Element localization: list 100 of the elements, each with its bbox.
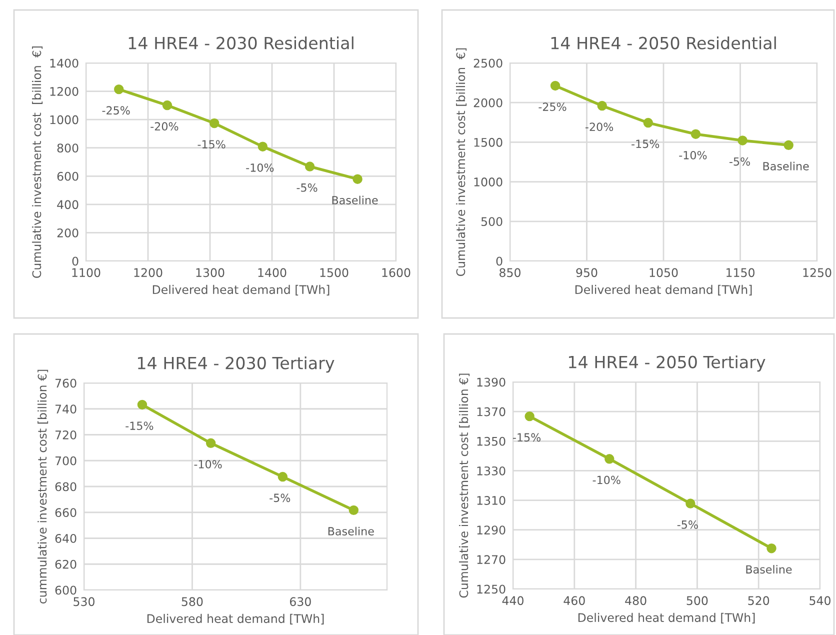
x-tick-label: 1400: [258, 268, 286, 278]
y-tick-label: 600: [55, 586, 76, 595]
y-tick-label: 640: [55, 534, 76, 543]
y-tick-label: 620: [55, 560, 76, 569]
x-axis-title: Delivered heat demand [TWh]: [147, 614, 324, 624]
point: [766, 543, 776, 554]
x-tick-label: 500: [686, 596, 708, 606]
y-tick-label: 800: [57, 144, 78, 153]
y-axis-title: Cumulative investment cost [billion €]: [459, 374, 470, 598]
y-tick-label: 1310: [477, 496, 506, 505]
point: [209, 118, 220, 128]
y-tick-label: 2000: [474, 98, 502, 108]
x-tick-label: 1150: [726, 268, 754, 278]
x-axis-title: Delivered heat demand [TWh]: [578, 612, 755, 624]
y-tick-label: 1370: [477, 407, 506, 416]
x-tick-label: 520: [748, 596, 770, 606]
chart-title: 14 HRE4 - 2050 Residential: [551, 36, 776, 50]
point: [690, 129, 701, 139]
point: [686, 498, 696, 508]
point: [604, 454, 614, 464]
y-axis-title: Cumulative investment cost [billion €]: [32, 46, 43, 278]
x-tick-label: 1100: [72, 268, 100, 278]
annotation: -10%: [679, 150, 707, 160]
y-tick-label: 2500: [474, 58, 502, 68]
y-tick-label: 1390: [477, 378, 506, 387]
annotation: -5%: [677, 520, 698, 529]
y-tick-label: 1250: [477, 584, 506, 594]
annotation: -5%: [296, 183, 318, 192]
y-tick-label: 740: [55, 404, 76, 414]
annotation: -20%: [586, 122, 614, 132]
point: [258, 142, 268, 152]
annotation: Baseline: [328, 526, 374, 536]
y-tick-label: 1400: [50, 58, 78, 68]
x-tick-label: 1600: [382, 268, 410, 278]
point: [597, 100, 607, 111]
chart-title: 14 HRE4 - 2030 Tertiary: [138, 356, 334, 373]
annotation: -5%: [270, 494, 290, 502]
x-tick-label: 1300: [196, 268, 224, 278]
x-tick-label: 440: [502, 596, 524, 606]
y-tick-label: 1350: [477, 436, 506, 446]
x-tick-label: 580: [182, 597, 203, 606]
annotation: -15%: [512, 433, 541, 442]
y-tick-label: 1000: [474, 178, 502, 186]
point: [738, 136, 748, 146]
annotation: -20%: [150, 122, 178, 131]
annotation: -25%: [102, 106, 130, 115]
x-tick-label: 630: [290, 597, 311, 606]
x-tick-label: 1200: [134, 268, 162, 278]
x-tick-label: 480: [625, 596, 646, 606]
y-tick-label: 1270: [477, 555, 506, 564]
y-tick-label: 200: [57, 228, 78, 238]
x-tick-label: 1050: [650, 268, 678, 278]
y-axis-title: cummulative investment cost [billion €]: [38, 370, 48, 604]
annotation: -10%: [194, 460, 222, 468]
point: [162, 100, 172, 110]
point: [348, 505, 359, 516]
x-tick-label: 460: [564, 596, 585, 606]
annotation: -15%: [198, 140, 226, 149]
annotation: -5%: [730, 157, 750, 166]
chart-title: 14 HRE4 - 2030 Residential: [128, 36, 354, 50]
annotation: -15%: [126, 422, 154, 430]
y-axis-title: Cumulative investment cost [billion €]: [456, 48, 467, 276]
point: [137, 400, 148, 410]
x-axis-title: Delivered heat demand [TWh]: [152, 284, 330, 296]
annotation: Baseline: [332, 196, 378, 204]
y-tick-label: 1200: [50, 87, 78, 96]
annotation: -25%: [538, 102, 566, 111]
y-tick-label: 1290: [477, 526, 506, 535]
y-tick-label: 1000: [50, 115, 78, 124]
x-tick-label: 540: [810, 596, 830, 606]
y-tick-label: 0: [496, 256, 502, 266]
x-axis-title: Delivered heat demand [TWh]: [575, 284, 752, 296]
point: [278, 472, 288, 482]
x-tick-label: 1250: [803, 268, 832, 278]
point: [304, 162, 315, 172]
x-tick-label: 530: [74, 597, 94, 606]
x-tick-label: 850: [500, 268, 520, 278]
point: [114, 84, 124, 94]
y-tick-label: 1330: [477, 466, 506, 476]
chart-title: 14 HRE4 - 2050 Tertiary: [569, 355, 766, 372]
annotation: Baseline: [763, 162, 809, 170]
y-tick-label: 600: [57, 172, 78, 181]
y-tick-label: 0: [72, 256, 78, 266]
y-tick-label: 500: [481, 217, 502, 226]
x-tick-label: 1500: [320, 268, 348, 278]
point: [206, 438, 216, 448]
annotation: -10%: [246, 163, 274, 172]
y-tick-label: 660: [55, 508, 76, 518]
point: [352, 174, 362, 184]
y-tick-label: 760: [55, 378, 76, 388]
annotation: Baseline: [746, 565, 792, 574]
point: [643, 118, 654, 128]
y-tick-label: 680: [55, 482, 76, 492]
annotation: -15%: [632, 140, 660, 148]
point: [550, 80, 560, 91]
y-tick-label: 700: [55, 456, 76, 466]
y-tick-label: 720: [55, 430, 76, 440]
annotation: -10%: [592, 476, 620, 484]
point: [524, 411, 534, 422]
x-tick-label: 950: [576, 268, 598, 278]
